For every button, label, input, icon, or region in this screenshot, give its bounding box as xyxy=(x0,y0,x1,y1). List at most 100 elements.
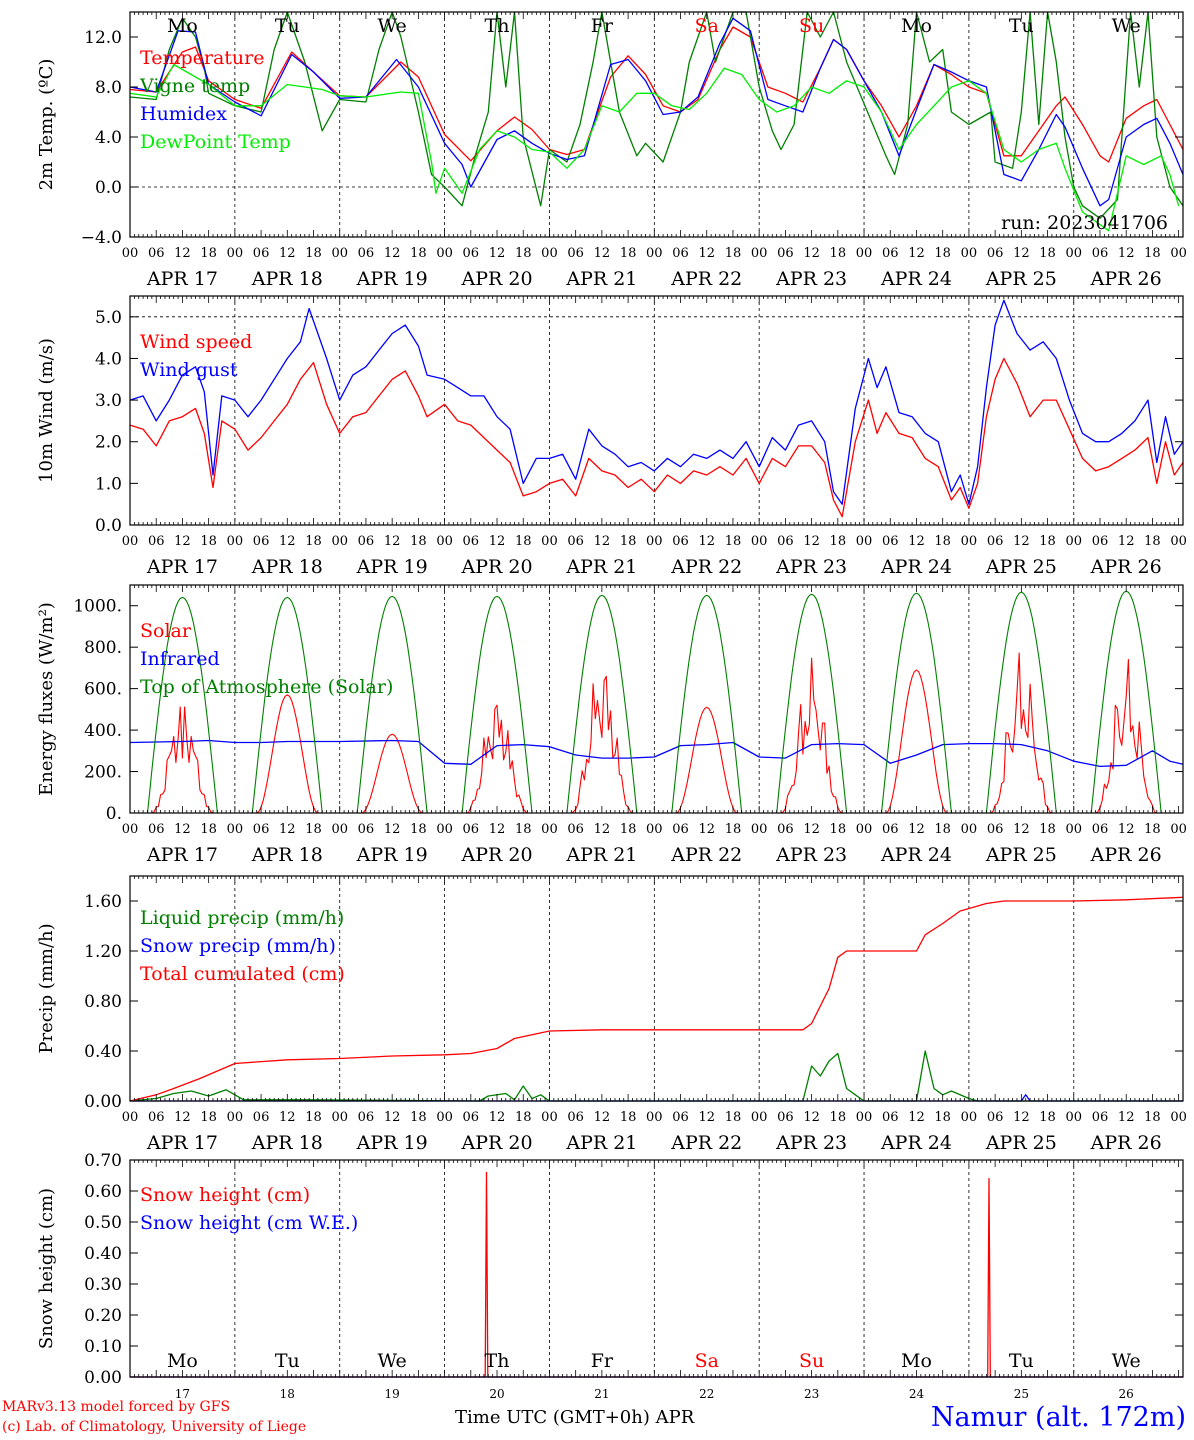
date-label: APR 25 xyxy=(985,268,1057,290)
hour-tick-label: 12 xyxy=(174,1110,191,1125)
hour-tick-label: 00 xyxy=(646,246,663,261)
hour-tick-label: 00 xyxy=(1065,822,1082,837)
hour-tick-label: 12 xyxy=(279,246,296,261)
hour-tick-label: 18 xyxy=(830,534,847,549)
hour-tick-label: 06 xyxy=(672,1110,689,1125)
hour-tick-label: 06 xyxy=(253,822,270,837)
dewpoint-temp-line xyxy=(129,63,1180,232)
date-label: APR 21 xyxy=(565,844,637,866)
y-tick-label: 0.0 xyxy=(95,516,122,536)
hour-tick-label: 12 xyxy=(1013,1110,1030,1125)
hour-tick-label: 18 xyxy=(305,246,322,261)
hour-tick-label: 06 xyxy=(358,1110,375,1125)
hour-tick-label: 00 xyxy=(751,822,768,837)
hour-tick-label: 12 xyxy=(803,246,820,261)
hour-tick-label: 18 xyxy=(934,534,951,549)
hour-tick-label: 06 xyxy=(777,1110,794,1125)
date-label: APR 17 xyxy=(146,844,218,866)
hour-tick-label: 00 xyxy=(122,1110,139,1125)
hour-tick-label: 12 xyxy=(174,822,191,837)
station-location: Namur (alt. 172m) xyxy=(930,1402,1186,1433)
hour-tick-label: 12 xyxy=(1118,822,1135,837)
legend-snow-height-cm-w-e: Snow height (cm W.E.) xyxy=(140,1212,358,1234)
hour-tick-label: 18 xyxy=(515,534,532,549)
hour-tick-label: 00 xyxy=(436,1110,453,1125)
hour-tick-label: 18 xyxy=(305,1110,322,1125)
hour-tick-label: 06 xyxy=(567,1110,584,1125)
weekday-label: We xyxy=(1112,1350,1141,1372)
hour-tick-label: 12 xyxy=(698,1110,715,1125)
legend-dewpoint-temp: DewPoint Temp xyxy=(140,131,291,153)
infrared-line xyxy=(129,739,1184,768)
date-label: APR 22 xyxy=(670,268,742,290)
date-label: APR 26 xyxy=(1090,844,1162,866)
date-label: APR 24 xyxy=(880,1132,952,1154)
hour-tick-label: 00 xyxy=(541,246,558,261)
day-number-label: 18 xyxy=(280,1387,295,1401)
hour-tick-label: 00 xyxy=(122,822,139,837)
y-tick-label: −4.0 xyxy=(81,228,122,248)
hour-tick-label: 18 xyxy=(305,822,322,837)
hour-tick-label: 18 xyxy=(830,1110,847,1125)
hour-tick-label: 12 xyxy=(174,534,191,549)
hour-tick-label: 00 xyxy=(1170,534,1187,549)
hour-tick-label: 00 xyxy=(961,1110,978,1125)
top-of-atmosphere-solar-line xyxy=(251,596,323,814)
date-label: APR 21 xyxy=(565,1132,637,1154)
day-number-label: 25 xyxy=(1014,1387,1029,1401)
hour-tick-label: 18 xyxy=(725,246,742,261)
hour-tick-label: 06 xyxy=(567,822,584,837)
date-label: APR 22 xyxy=(670,1132,742,1154)
hour-tick-label: 00 xyxy=(227,1110,244,1125)
hour-tick-label: 00 xyxy=(436,534,453,549)
hour-tick-label: 12 xyxy=(698,822,715,837)
hour-tick-label: 06 xyxy=(987,534,1004,549)
hour-tick-label: 18 xyxy=(620,822,637,837)
top-of-atmosphere-solar-line xyxy=(356,595,428,814)
date-label: APR 19 xyxy=(356,556,428,578)
hour-tick-label: 06 xyxy=(882,246,899,261)
hour-tick-label: 00 xyxy=(856,246,873,261)
hour-tick-label: 12 xyxy=(384,534,401,549)
hour-tick-label: 00 xyxy=(541,822,558,837)
date-label: APR 24 xyxy=(880,556,952,578)
hour-tick-label: 18 xyxy=(410,822,427,837)
hour-tick-label: 00 xyxy=(122,534,139,549)
y-tick-label: 600. xyxy=(84,680,122,700)
date-label: APR 20 xyxy=(461,844,533,866)
hour-tick-label: 18 xyxy=(1144,822,1161,837)
hour-tick-label: 00 xyxy=(961,534,978,549)
y-axis-label: 10m Wind (m/s) xyxy=(36,338,57,483)
date-label: APR 22 xyxy=(670,556,742,578)
date-label: APR 18 xyxy=(251,556,323,578)
weekday-label: Th xyxy=(485,1350,510,1372)
hour-tick-label: 12 xyxy=(698,246,715,261)
date-label: APR 17 xyxy=(146,268,218,290)
hour-tick-label: 18 xyxy=(200,822,217,837)
legend-top-of-atmosphere-solar: Top of Atmosphere (Solar) xyxy=(140,676,393,698)
hour-tick-label: 00 xyxy=(436,246,453,261)
hour-tick-label: 06 xyxy=(987,1110,1004,1125)
y-tick-label: 1.20 xyxy=(84,942,122,962)
hour-tick-label: 12 xyxy=(698,534,715,549)
solar-line xyxy=(885,669,948,814)
hour-tick-label: 12 xyxy=(803,534,820,549)
hour-tick-label: 12 xyxy=(384,822,401,837)
legend-humidex: Humidex xyxy=(140,103,227,125)
hour-tick-label: 06 xyxy=(1092,246,1109,261)
hour-tick-label: 12 xyxy=(1013,246,1030,261)
hour-tick-label: 06 xyxy=(1092,534,1109,549)
hour-tick-label: 06 xyxy=(672,534,689,549)
hour-tick-label: 00 xyxy=(331,534,348,549)
hour-tick-label: 06 xyxy=(463,534,480,549)
panel-5: 0.00 0.10 0.20 0.30 0.40 0.50 0.60 0.70 Snow hei… xyxy=(36,1151,1184,1401)
legend-total-cumulated-cm: Total cumulated (cm) xyxy=(140,963,345,985)
hour-tick-label: 18 xyxy=(515,822,532,837)
date-label: APR 26 xyxy=(1090,268,1162,290)
y-axis-label: 2m Temp. (ºC) xyxy=(36,59,57,191)
hour-tick-label: 18 xyxy=(1039,822,1056,837)
weekday-label: Su xyxy=(799,15,824,37)
y-tick-label: 1.60 xyxy=(84,892,122,912)
hour-tick-label: 06 xyxy=(253,534,270,549)
hour-tick-label: 18 xyxy=(200,246,217,261)
